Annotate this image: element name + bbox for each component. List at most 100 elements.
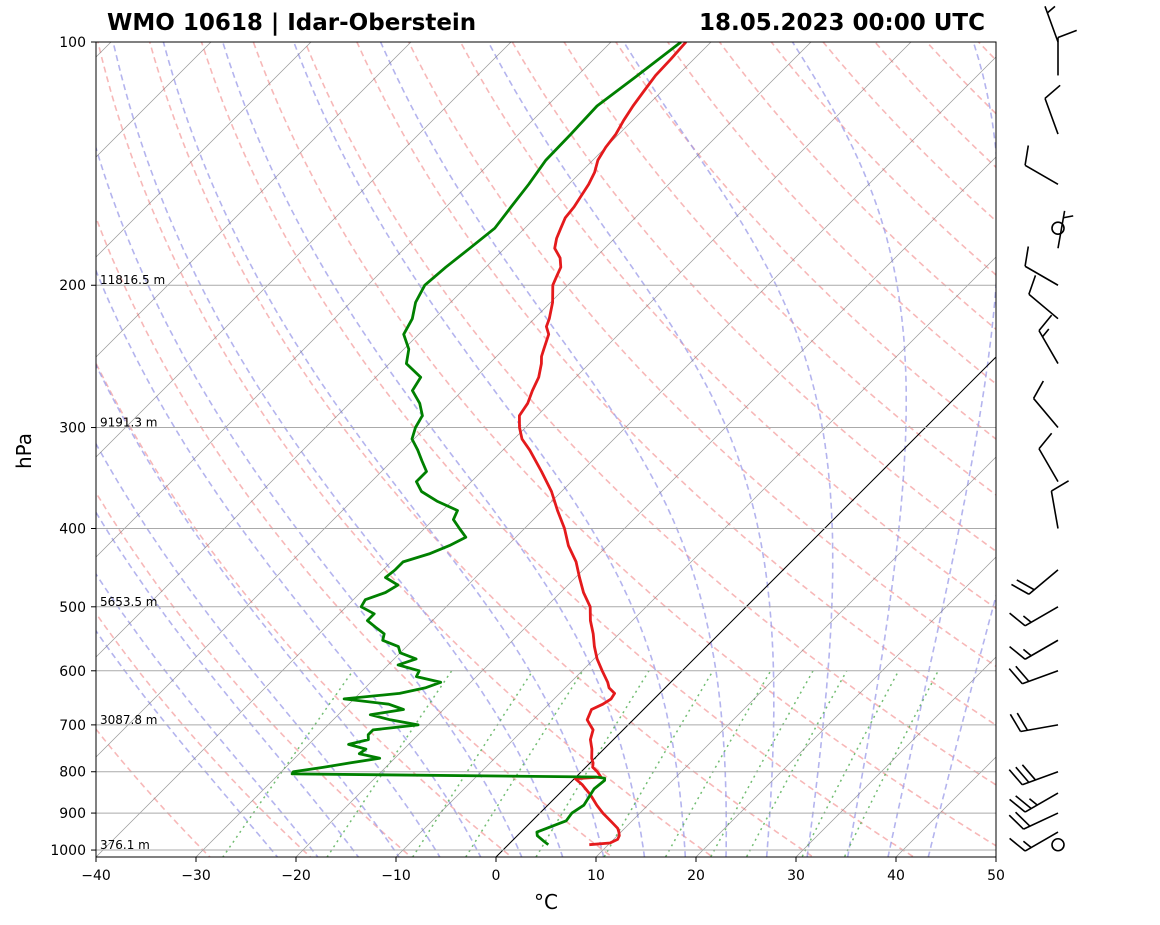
wind-barb <box>1051 837 1065 852</box>
dry-adiabat <box>148 42 815 857</box>
background-lines <box>96 42 996 857</box>
x-tick-label: −10 <box>381 868 411 884</box>
isotherm <box>96 42 412 358</box>
barb-feather <box>1008 769 1023 786</box>
barb-feather <box>1011 583 1030 595</box>
x-tick-label: 40 <box>887 868 905 884</box>
y-tick-label: 1000 <box>50 843 86 859</box>
wind-barb <box>1038 314 1059 364</box>
dry-adiabat <box>614 42 996 441</box>
isotherm <box>295 156 996 857</box>
barb-feather <box>1009 645 1026 660</box>
moist-adiabat <box>293 42 687 857</box>
barb-shaft <box>1050 490 1059 529</box>
wind-barb <box>1009 712 1059 733</box>
moist-adiabat <box>379 42 728 857</box>
moist-adiabat <box>96 268 482 857</box>
isotherm <box>96 42 612 558</box>
barb-half-feather <box>1022 615 1032 623</box>
dry-adiabat <box>511 42 996 553</box>
moist-adiabat <box>791 42 908 857</box>
isotherm <box>96 42 212 158</box>
x-tick-label: 10 <box>587 868 605 884</box>
barb-half-feather <box>1028 798 1038 806</box>
calm-circle <box>1051 221 1065 236</box>
wind-barb <box>1011 569 1059 595</box>
y-tick-label: 600 <box>59 664 86 680</box>
y-tick-label: 300 <box>59 421 86 437</box>
y-tick-label: 400 <box>59 521 86 537</box>
moist-adiabat <box>623 42 834 857</box>
x-tick-label: −30 <box>181 868 211 884</box>
barb-feather <box>1009 837 1026 852</box>
wind-barbs <box>1008 5 1077 852</box>
isotherm <box>195 56 996 857</box>
barb-feather <box>1015 766 1030 783</box>
dry-adiabat <box>96 491 413 857</box>
wind-barb <box>1028 275 1059 320</box>
wind-barb <box>1009 792 1059 813</box>
wind-barb <box>1044 5 1059 43</box>
x-axis-ticks: −40 −30 −20 −10 0 10 20 30 40 50 <box>81 857 1005 884</box>
barb-feather <box>1032 380 1045 399</box>
moist-adiabat <box>96 145 523 857</box>
dry-adiabat <box>563 42 996 496</box>
zero-isotherm <box>495 356 996 857</box>
barb-feather <box>1016 579 1035 591</box>
y-tick-label: 500 <box>59 600 86 616</box>
barb-feather <box>1024 145 1030 166</box>
isotherm <box>795 656 996 857</box>
dry-adiabat <box>356 42 996 727</box>
wind-barb <box>1024 246 1059 286</box>
barb-half-feather <box>1063 215 1074 219</box>
x-tick-label: 30 <box>787 868 805 884</box>
mixing-ratio-line <box>801 670 900 857</box>
wind-barb <box>1032 380 1059 429</box>
wind-barb <box>1009 639 1059 660</box>
x-tick-label: 20 <box>687 868 705 884</box>
dewpoint-line <box>290 42 682 846</box>
barb-feather <box>1009 713 1022 732</box>
barb-feather <box>1016 712 1029 731</box>
wind-barb <box>1008 665 1059 685</box>
barb-feather <box>1024 246 1030 267</box>
height-label: 3087.8 m <box>100 713 158 727</box>
moist-adiabat <box>96 629 279 857</box>
mixing-ratio-line <box>745 670 848 857</box>
dry-adiabat <box>97 42 714 857</box>
wind-barb <box>1009 606 1059 627</box>
y-axis-ticks: 100 200 300 400 500 600 700 800 900 1000 <box>50 35 96 859</box>
moist-adiabat <box>96 510 360 857</box>
isotherm <box>595 456 996 857</box>
barb-feather <box>1038 314 1053 332</box>
y-tick-label: 800 <box>59 765 86 781</box>
isotherm <box>96 42 812 758</box>
mixing-ratio-line <box>664 670 772 857</box>
dry-adiabat <box>200 42 916 857</box>
wind-barb <box>1057 210 1074 249</box>
dry-adiabat <box>304 42 996 786</box>
barb-half-feather <box>1022 840 1032 849</box>
moist-adiabat <box>887 42 996 857</box>
barb-feather <box>1008 668 1023 685</box>
sounding-profiles <box>290 42 688 847</box>
barb-shaft <box>1038 448 1059 483</box>
x-tick-label: 0 <box>492 868 501 884</box>
mixing-ratio-line <box>464 670 584 857</box>
dry-adiabat <box>96 215 614 857</box>
barb-shaft <box>1024 265 1059 286</box>
moist-adiabat <box>96 363 441 857</box>
height-label: 11816.5 m <box>100 273 165 287</box>
barb-feather <box>1009 612 1026 627</box>
moist-adiabat <box>221 42 646 857</box>
barb-shaft <box>1044 98 1059 135</box>
dry-adiabat <box>96 612 312 857</box>
barb-feather <box>1057 29 1077 39</box>
y-tick-label: 700 <box>59 718 86 734</box>
barb-feather <box>1015 795 1032 810</box>
barb-feather <box>1050 480 1069 492</box>
mixing-ratio-line <box>411 670 534 857</box>
y-tick-label: 100 <box>59 35 86 51</box>
